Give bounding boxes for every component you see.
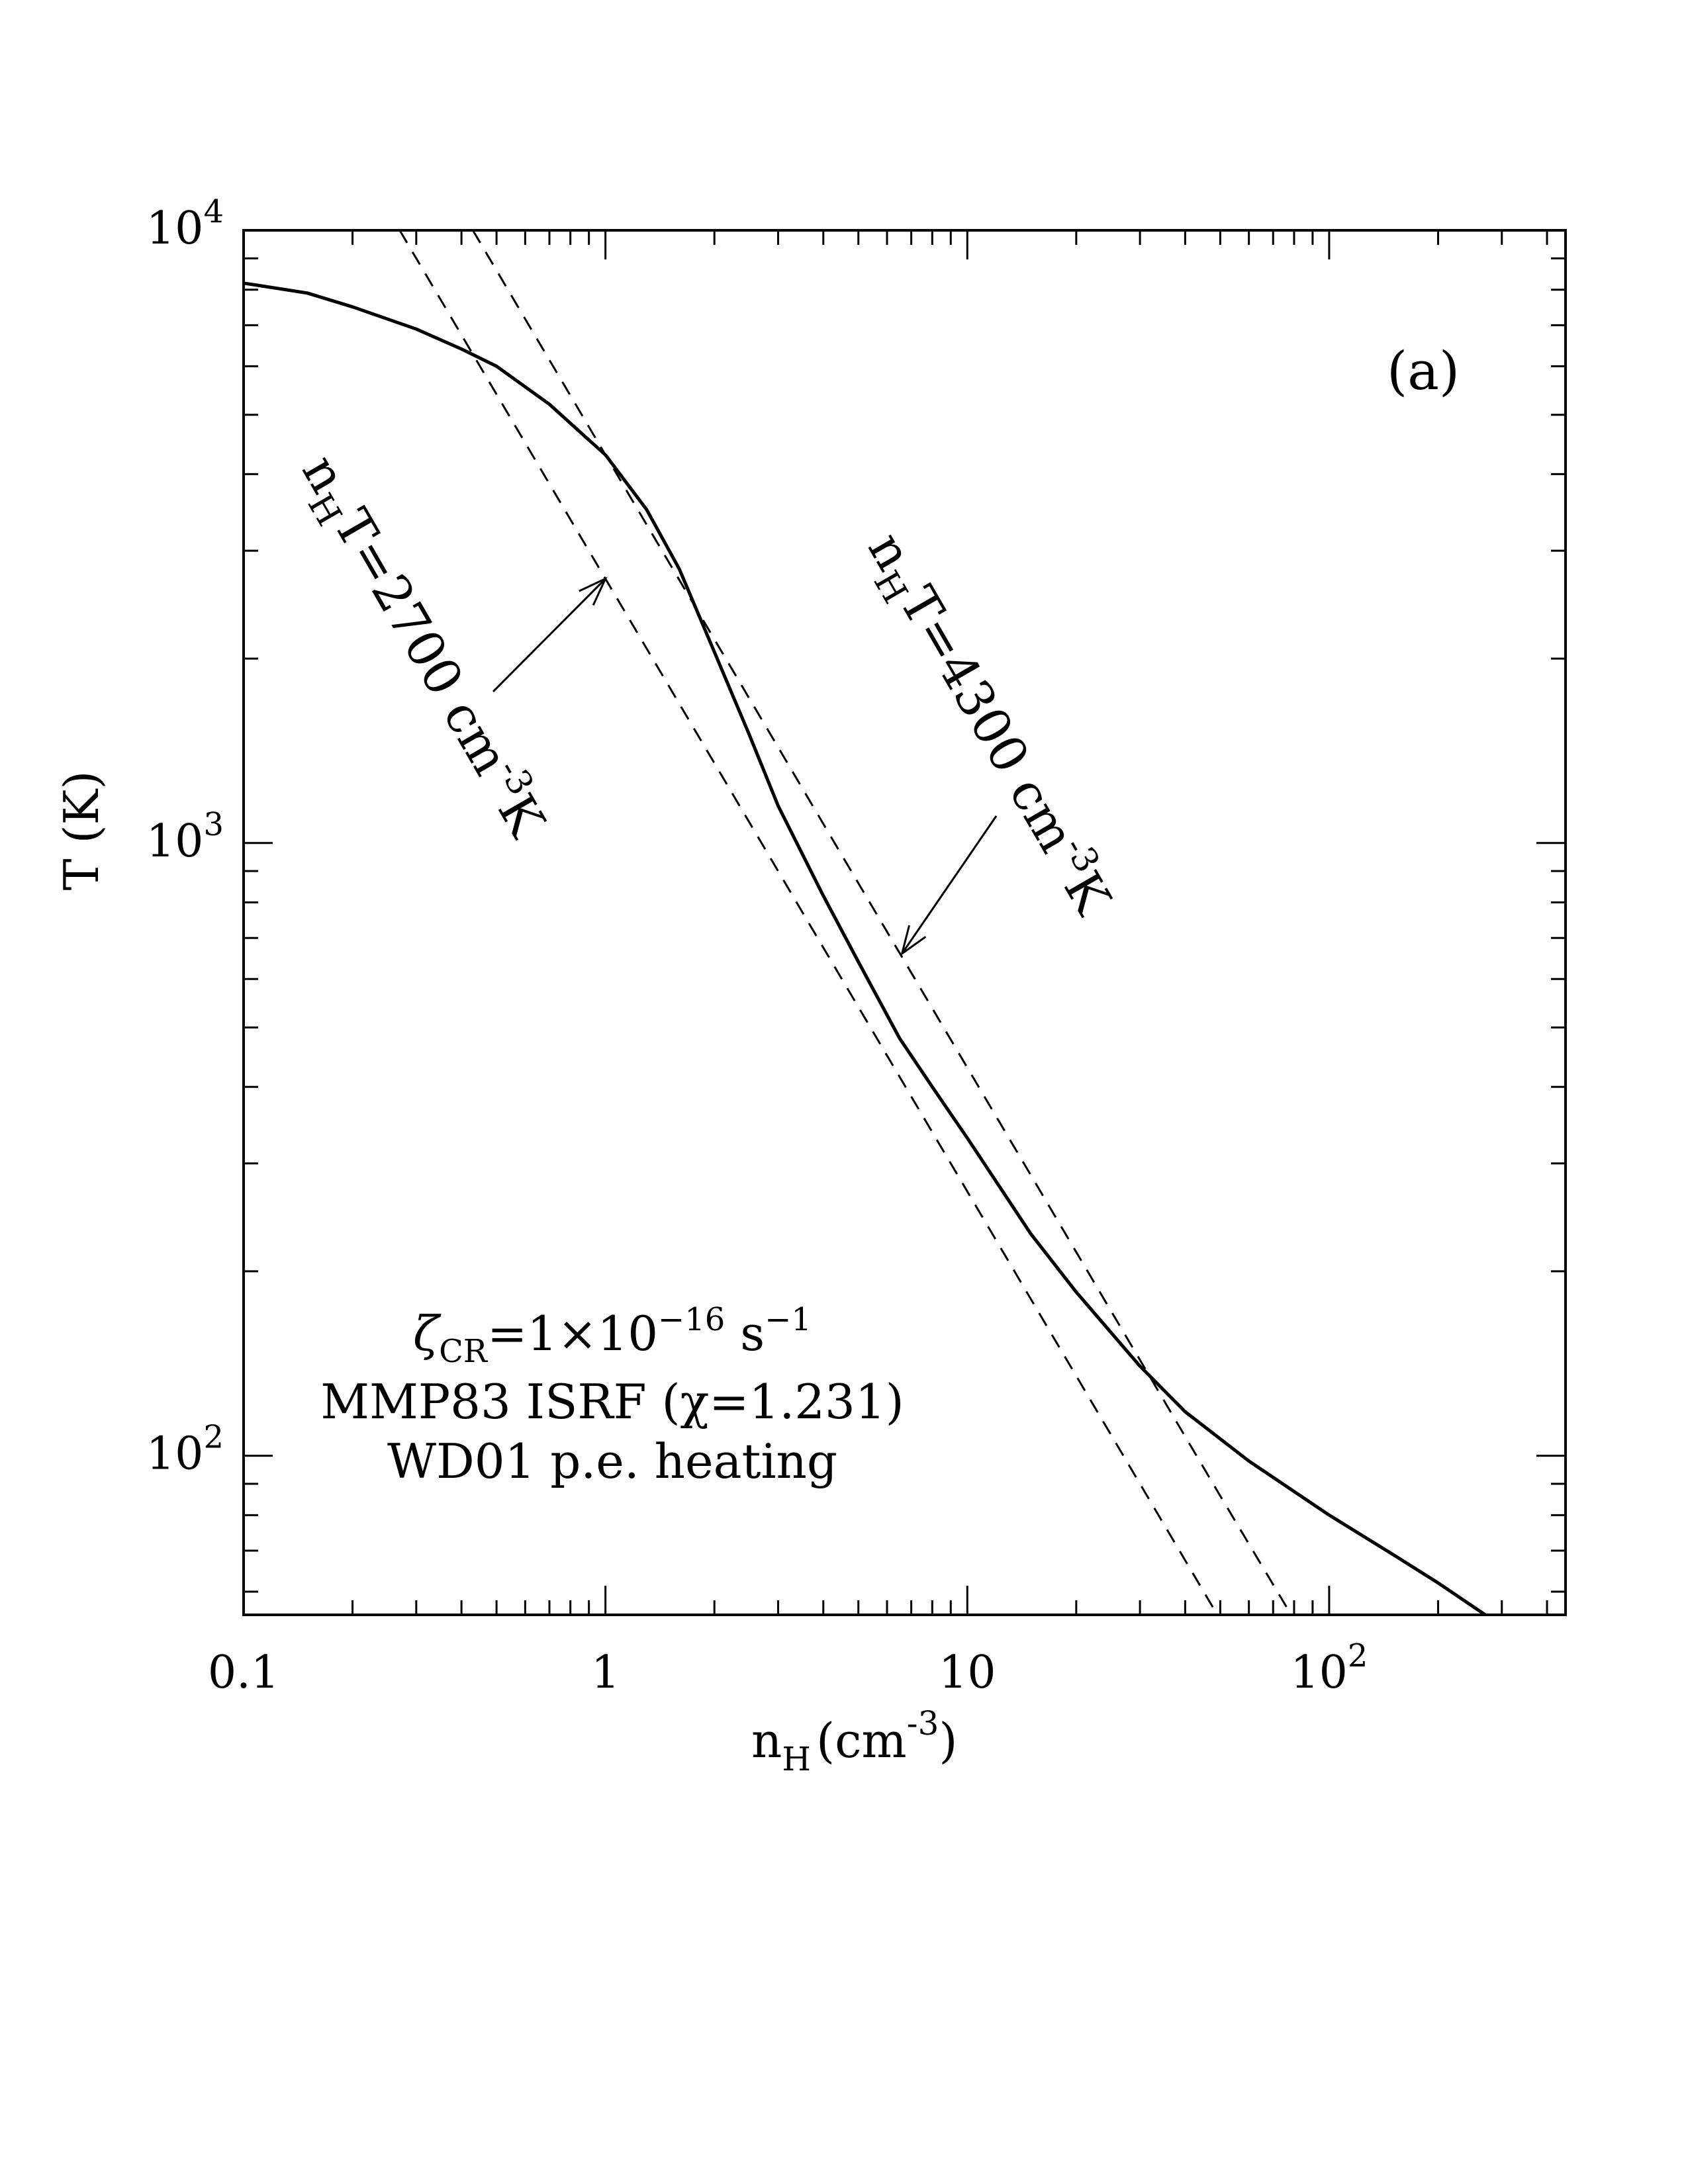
series-group xyxy=(244,230,1487,1615)
curve-label-4300: nHT=4300 cm-3K xyxy=(849,521,1126,929)
x-tick-label: 0.1 xyxy=(208,1647,279,1699)
curve-label-2700: nHT=2700 cm-3K xyxy=(283,443,560,852)
isobar-line-2700 xyxy=(399,230,1219,1615)
annotation-zeta: ζCR=1×10−16 s−1 xyxy=(413,1301,812,1370)
arrow-2700-shaft xyxy=(492,578,606,693)
curve-label-2700-text: nHT=2700 cm-3K xyxy=(283,443,560,852)
arrow-4300-head xyxy=(900,925,927,956)
y-tick-label: 103 xyxy=(146,806,224,868)
isobar-line-4300 xyxy=(472,230,1293,1615)
arrow-4300 xyxy=(900,815,998,956)
annotation-isrf: MMP83 ISRF (χ=1.231) xyxy=(320,1374,904,1430)
x-tick-label: 1 xyxy=(591,1647,620,1699)
plot-frame xyxy=(242,229,1567,1616)
curve-label-4300-text: nHT=4300 cm-3K xyxy=(849,521,1126,929)
plot-layer: 0.1 1 10 102 102 103 104 xyxy=(146,193,1567,1699)
arrow-4300-shaft xyxy=(901,815,998,954)
x-tick-label: 102 xyxy=(1290,1637,1368,1699)
arrow-2700-head xyxy=(579,576,608,606)
arrow-2700 xyxy=(492,576,608,693)
annotation-heating: WD01 p.e. heating xyxy=(387,1433,837,1489)
y-tick-label: 102 xyxy=(146,1419,224,1480)
x-tick-label: 10 xyxy=(939,1647,996,1699)
y-axis-label: T (K) xyxy=(54,771,109,891)
x-axis-label: nH (cm-3) xyxy=(751,1704,957,1778)
equilibrium-curve xyxy=(244,281,1487,1615)
y-tick-label: 104 xyxy=(146,193,224,255)
panel-label: (a) xyxy=(1387,340,1460,402)
